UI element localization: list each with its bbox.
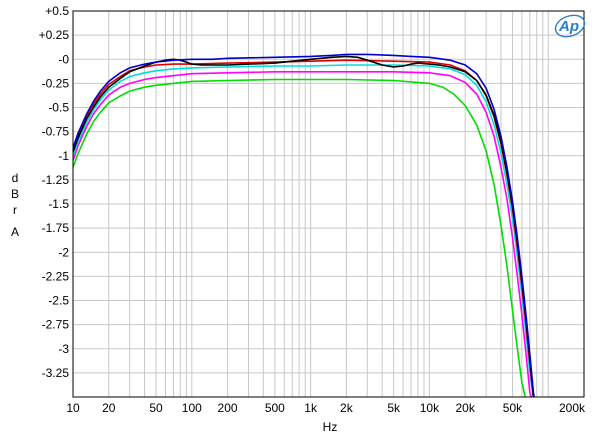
series-line-1 <box>73 78 526 397</box>
x-tick-labels: 10 20 50 100 200 500 1k 2k 5k 10k 20k 50k 200k <box>66 401 586 415</box>
y-tick-label: -2.25 <box>42 269 70 283</box>
y-tick-label: -1.75 <box>42 221 70 235</box>
y-tick-label: -2.75 <box>42 318 70 332</box>
x-tick-label: 200k <box>559 401 586 415</box>
y-tick-label: -1.5 <box>48 197 69 211</box>
ap-logo: Ap <box>554 14 586 38</box>
series-line-5 <box>73 55 535 397</box>
y-tick-label: -2.5 <box>48 294 69 308</box>
x-tick-label: 50 <box>149 401 163 415</box>
y-tick-label: -0 <box>58 52 69 66</box>
x-tick-label: 500 <box>265 401 285 415</box>
y-tick-label: -0.5 <box>48 101 69 115</box>
plot-frame <box>72 10 585 398</box>
x-tick-label: 10 <box>66 401 80 415</box>
y-tick-labels: +0.5 +0.25 -0 -0.25 -0.5 -0.75 -1 -1.25 -1.5 -1.7… <box>39 4 70 380</box>
y-axis-label-line: A <box>11 225 19 239</box>
y-axis-label-line: r <box>13 203 17 217</box>
x-tick-label: 2k <box>340 401 354 415</box>
y-tick-label: -1 <box>58 149 69 163</box>
x-tick-label: 200 <box>218 401 238 415</box>
x-tick-label: 10k <box>420 401 440 415</box>
y-axis-label: d B r A <box>11 171 19 239</box>
y-tick-label: -1.25 <box>42 173 70 187</box>
y-axis-label-line: B <box>11 187 19 201</box>
series-line-3 <box>73 64 535 397</box>
y-tick-label: -3.25 <box>42 366 70 380</box>
y-tick-label: -2 <box>58 245 69 259</box>
ap-logo-text: Ap <box>558 18 579 35</box>
series-line-6 <box>73 53 535 397</box>
y-tick-label: +0.25 <box>39 28 70 42</box>
y-axis-label-line: d <box>12 171 19 185</box>
y-tick-label: -3 <box>58 342 69 356</box>
series-line-2 <box>73 71 533 397</box>
y-tick-label: -0.25 <box>42 76 70 90</box>
y-tick-label: +0.5 <box>45 4 69 18</box>
x-tick-label: 100 <box>182 401 202 415</box>
x-tick-label: 20 <box>102 401 116 415</box>
x-tick-label: 1k <box>304 401 318 415</box>
x-axis-label: Hz <box>323 420 338 434</box>
x-tick-label: 20k <box>456 401 476 415</box>
series-lines <box>73 53 535 397</box>
x-tick-label: 50k <box>503 401 523 415</box>
x-tick-label: 5k <box>387 401 401 415</box>
y-tick-label: -0.75 <box>42 125 70 139</box>
